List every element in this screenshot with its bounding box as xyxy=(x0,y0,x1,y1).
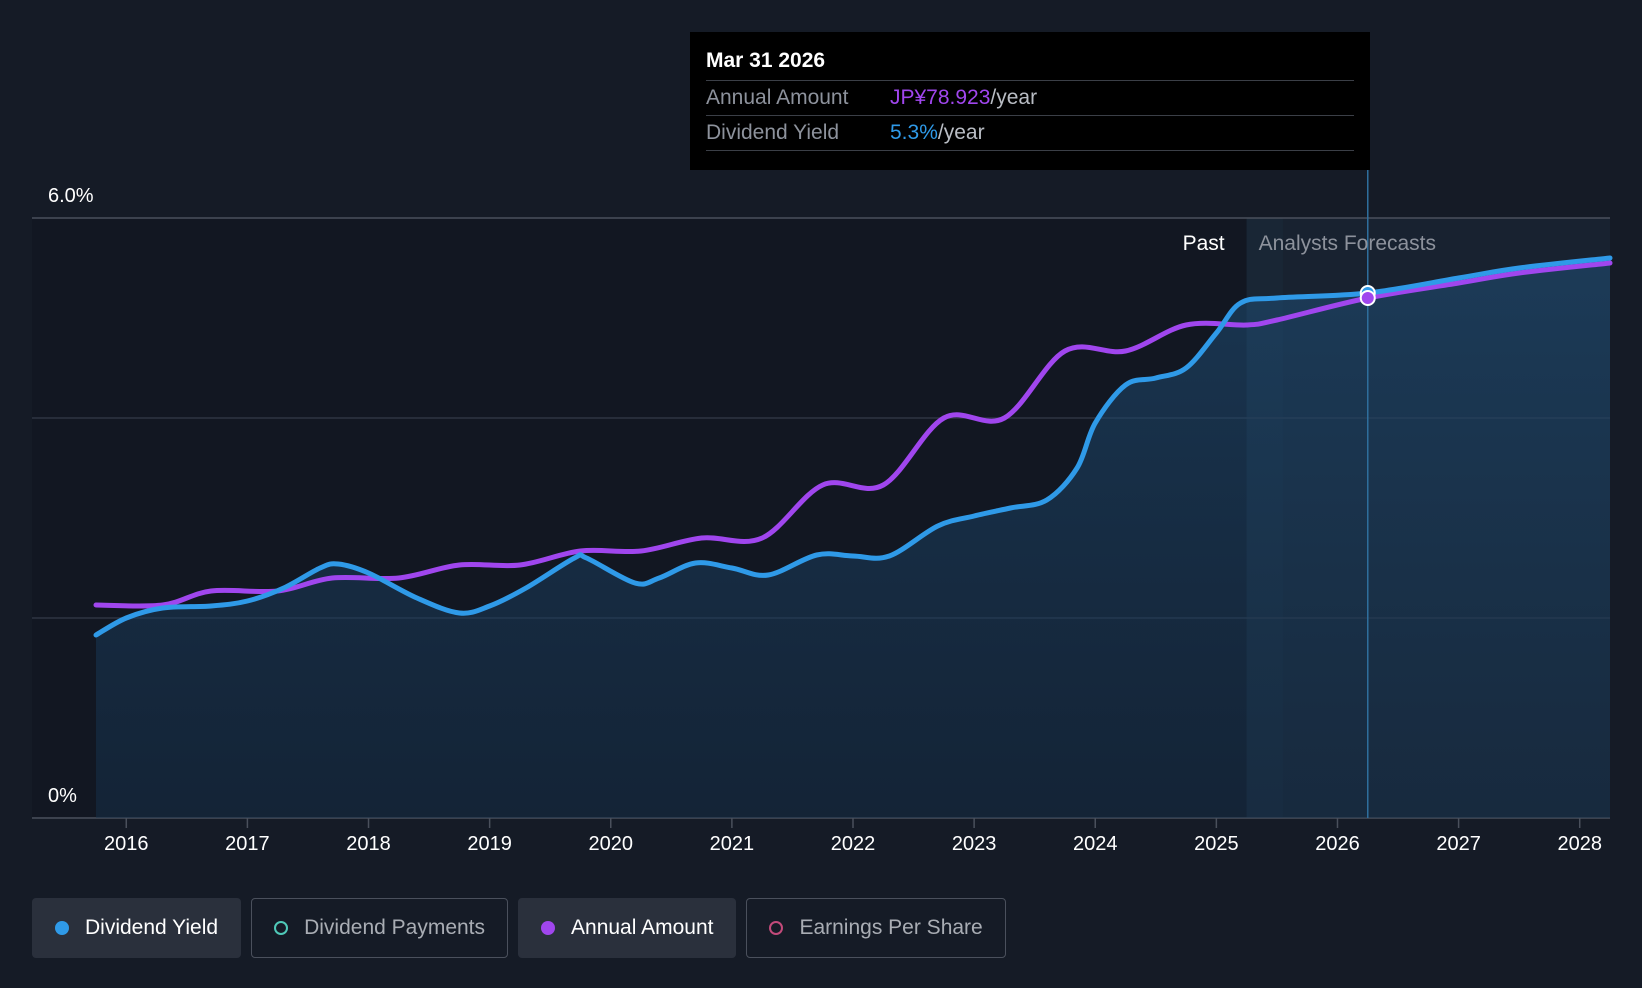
y-tick-label: 0% xyxy=(48,785,77,807)
x-tick-label: 2020 xyxy=(589,833,634,855)
legend-label: Dividend Payments xyxy=(304,916,486,939)
x-tick-label: 2026 xyxy=(1315,833,1360,855)
x-tick-label: 2028 xyxy=(1557,833,1602,855)
earnings-per-share-ring-icon xyxy=(769,921,784,935)
tooltip-annual-value: JP¥78.923 xyxy=(890,86,991,109)
x-tick-label: 2024 xyxy=(1073,833,1118,855)
past-region-label: Past xyxy=(1183,232,1225,255)
x-tick-label: 2021 xyxy=(710,833,755,855)
annual-amount-marker xyxy=(1359,290,1376,306)
x-tick-label: 2016 xyxy=(104,833,149,855)
legend-dividend-yield-button[interactable]: Dividend Yield xyxy=(32,898,242,958)
legend-label: Dividend Yield xyxy=(85,916,219,939)
tooltip-annual-row: Annual Amount JP¥78.923 /year xyxy=(706,81,1354,116)
tooltip-annual-unit: /year xyxy=(990,86,1038,109)
x-tick-label: 2025 xyxy=(1194,833,1239,855)
legend-dividend-payments-button[interactable]: Dividend Payments xyxy=(251,898,509,958)
legend-label: Annual Amount xyxy=(571,916,714,939)
chart-legend: Dividend Yield Dividend Payments Annual … xyxy=(32,898,1006,958)
tooltip-annual-label: Annual Amount xyxy=(706,86,849,109)
dividend-yield-dot-icon xyxy=(55,921,69,935)
legend-label: Earnings Per Share xyxy=(799,916,983,939)
forecast-region-label: Analysts Forecasts xyxy=(1259,232,1436,255)
chart-tooltip: Mar 31 2026 Annual Amount JP¥78.923 /yea… xyxy=(690,32,1370,170)
dividend-yield-area xyxy=(96,258,1610,818)
x-tick-label: 2018 xyxy=(346,833,391,855)
x-tick-label: 2027 xyxy=(1436,833,1481,855)
dividend-yield-line xyxy=(93,255,1613,638)
tooltip-date: Mar 31 2026 xyxy=(706,46,1354,81)
annual-amount-line xyxy=(93,260,1613,609)
annual-amount-dot-icon xyxy=(541,921,556,935)
tooltip-yield-label: Dividend Yield xyxy=(706,121,840,144)
tooltip-yield-value: 5.3% xyxy=(890,121,938,144)
tooltip-yield-row: Dividend Yield 5.3% /year xyxy=(706,116,1354,151)
legend-earnings-per-share-button[interactable]: Earnings Per Share xyxy=(746,898,1006,958)
x-tick-label: 2019 xyxy=(467,833,512,855)
dividend-payments-ring-icon xyxy=(274,921,289,935)
tooltip-yield-unit: /year xyxy=(937,121,985,144)
x-tick-label: 2017 xyxy=(225,833,270,855)
x-tick-label: 2023 xyxy=(952,833,997,855)
legend-annual-amount-button[interactable]: Annual Amount xyxy=(518,898,737,958)
y-tick-label: 6.0% xyxy=(48,185,94,207)
x-tick-label: 2022 xyxy=(831,833,876,855)
